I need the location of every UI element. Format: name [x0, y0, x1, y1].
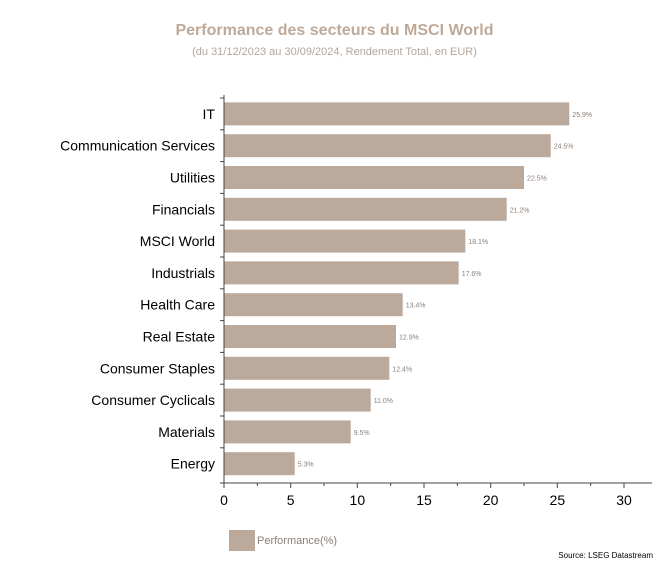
bar [224, 134, 551, 158]
bar [224, 325, 396, 348]
data-label: 13.4% [406, 303, 426, 310]
chart-subtitle: (du 31/12/2023 au 30/09/2024, Rendement … [192, 46, 477, 58]
data-label: 24.5% [554, 144, 574, 151]
bar [224, 229, 466, 253]
source-note: Source: LSEG Datastream [558, 551, 653, 560]
bar [224, 166, 524, 189]
data-label: 18.1% [468, 239, 488, 246]
x-tick-label: 5 [287, 492, 295, 508]
category-label: Utilities [170, 170, 215, 186]
bar [224, 197, 507, 221]
chart-title: Performance des secteurs du MSCI World [175, 22, 494, 39]
bar [224, 293, 403, 317]
data-label: 5.3% [298, 462, 314, 469]
category-label: Real Estate [143, 329, 216, 345]
data-label: 9.5% [354, 430, 370, 437]
x-tick-label: 0 [220, 492, 228, 508]
category-label: Financials [152, 201, 215, 217]
category-label: Materials [158, 424, 215, 440]
category-label: MSCI World [140, 233, 215, 249]
data-label: 12.4% [392, 366, 412, 373]
legend-label: Performance(%) [257, 534, 338, 547]
category-label: IT [203, 106, 216, 122]
category-label: Consumer Cyclicals [91, 392, 215, 408]
bar [224, 102, 570, 126]
bar [224, 420, 351, 444]
category-label: Consumer Staples [100, 360, 215, 376]
legend: Performance(%) [229, 530, 337, 551]
bar [224, 388, 371, 412]
bar [224, 452, 295, 476]
legend-swatch [229, 530, 255, 551]
data-label: 22.5% [527, 176, 547, 183]
x-tick-label: 15 [416, 492, 432, 508]
category-label: Energy [171, 456, 215, 472]
x-tick-label: 10 [350, 492, 366, 508]
category-label: Industrials [151, 265, 215, 281]
data-label: 12.9% [399, 335, 419, 342]
category-label: Health Care [140, 297, 215, 313]
x-tick-label: 30 [616, 492, 632, 508]
category-label: Communication Services [60, 138, 215, 154]
data-label: 17.6% [462, 271, 482, 278]
data-label: 11.0% [374, 398, 393, 405]
bar [224, 261, 459, 285]
x-tick-label: 20 [483, 492, 499, 508]
data-label: 25.9% [572, 112, 592, 119]
x-tick-label: 25 [550, 492, 566, 508]
bar [224, 356, 390, 380]
data-label: 21.2% [510, 207, 530, 214]
